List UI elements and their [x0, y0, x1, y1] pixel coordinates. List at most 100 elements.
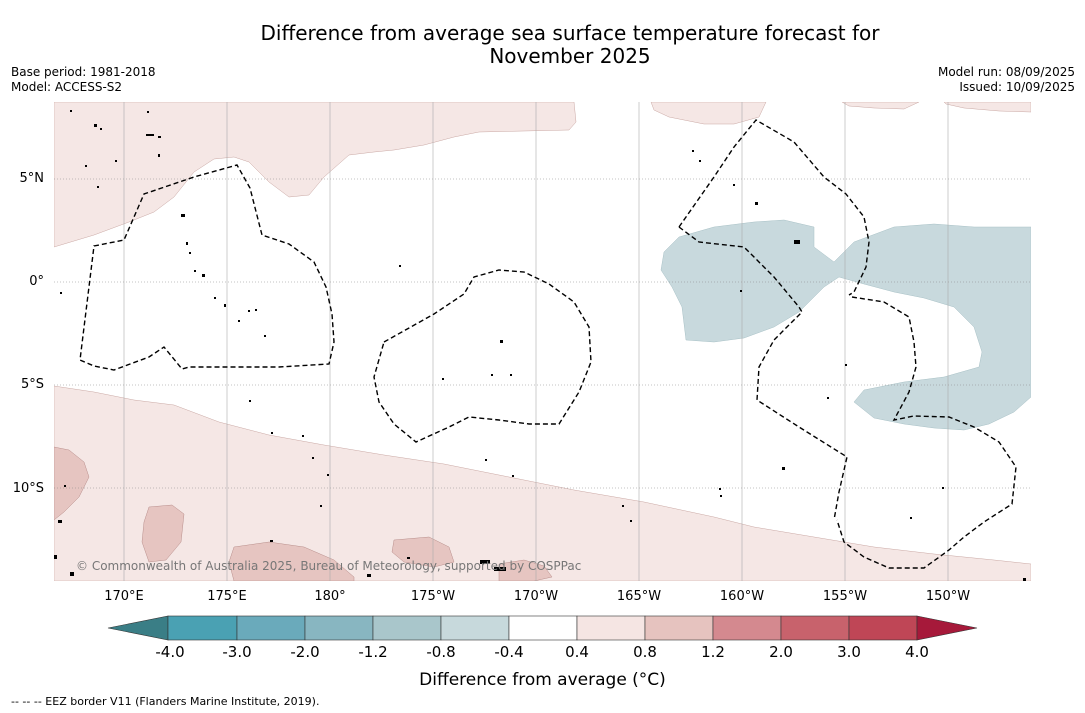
island — [186, 242, 188, 245]
island — [64, 485, 66, 487]
base-period: Base period: 1981-2018 — [11, 65, 156, 79]
island — [302, 435, 304, 437]
island — [60, 292, 62, 294]
warm-region-northeast-corner — [943, 102, 1031, 113]
colorbar-tick: 2.0 — [769, 643, 793, 661]
warm-anomaly-regions — [54, 102, 1031, 581]
island — [480, 560, 490, 564]
copyright-notice: © Commonwealth of Australia 2025, Bureau… — [76, 559, 582, 573]
lon-label-155w: 155°W — [822, 589, 868, 604]
meta-left: Base period: 1981-2018 Model: ACCESS-S2 — [11, 65, 156, 95]
warm-region-south — [54, 385, 1031, 581]
island — [181, 214, 185, 217]
lon-label-160w: 160°W — [719, 589, 765, 604]
lat-label-10s: 10°S — [12, 481, 44, 496]
colorbar-tick: -0.4 — [494, 643, 524, 661]
island — [146, 134, 154, 136]
island — [320, 505, 322, 507]
lat-label-5s: 5°S — [20, 377, 44, 392]
island — [622, 505, 624, 507]
eez-borders — [79, 119, 1017, 569]
colorbar-tick: 0.4 — [565, 643, 589, 661]
island — [248, 310, 250, 312]
moderate-warm-south-center — [228, 541, 355, 581]
island — [740, 290, 742, 292]
moderate-warm-south-east — [498, 559, 553, 581]
colorbar-lower-extension — [107, 615, 169, 641]
moderate-warm-west — [54, 446, 90, 521]
island — [238, 320, 240, 322]
colorbar-tick: 3.0 — [837, 643, 861, 661]
island — [214, 297, 216, 299]
model-run: Model run: 08/09/2025 — [937, 65, 1075, 79]
island — [845, 364, 847, 366]
title-line-2: November 2025 — [489, 44, 651, 68]
lon-label-170w: 170°W — [513, 589, 559, 604]
island — [755, 202, 758, 205]
island — [312, 457, 314, 459]
island — [720, 495, 722, 497]
island — [100, 128, 102, 130]
island — [54, 555, 57, 559]
island — [630, 520, 632, 522]
colorbar-segment — [304, 615, 374, 641]
eez-border-central-east — [678, 119, 870, 296]
colorbar-tick: -4.0 — [155, 643, 185, 661]
eez-border-west — [79, 164, 335, 371]
colorbar-tick: -1.2 — [358, 643, 388, 661]
colorbar-segment — [644, 615, 714, 641]
island — [158, 154, 160, 157]
island — [367, 574, 371, 577]
colorbar — [107, 615, 978, 641]
lon-label-175w: 175°W — [410, 589, 456, 604]
lon-label-150w: 150°W — [925, 589, 971, 604]
island — [270, 540, 273, 542]
colorbar-tick: 0.8 — [633, 643, 657, 661]
island — [58, 520, 62, 523]
island — [1023, 578, 1026, 581]
island — [719, 488, 721, 490]
island — [494, 567, 506, 571]
island — [194, 270, 196, 272]
island — [115, 160, 117, 162]
warm-region-northwest — [54, 102, 577, 248]
lat-label-0: 0° — [29, 274, 44, 289]
meta-right: Model run: 08/09/2025 Issued: 10/09/2025 — [938, 65, 1075, 95]
colorbar-tick: -3.0 — [222, 643, 252, 661]
chart-title: Difference from average sea surface temp… — [0, 22, 1085, 68]
island — [442, 378, 444, 380]
island — [327, 474, 329, 476]
lon-label-180: 180° — [314, 589, 346, 604]
colorbar-label: Difference from average (°C) — [419, 670, 666, 690]
islands — [54, 110, 1026, 581]
island — [510, 374, 512, 376]
cool-region-east — [660, 219, 1031, 431]
island — [500, 340, 503, 343]
eez-border-east-south — [836, 296, 1017, 569]
colorbar-tick: -0.8 — [426, 643, 456, 661]
colorbar-segment — [508, 615, 578, 641]
island — [249, 400, 251, 402]
latitude-gridlines — [54, 178, 1031, 489]
colorbar-upper-extension — [916, 615, 978, 641]
lon-label-175e: 175°E — [207, 589, 247, 604]
island — [699, 160, 701, 162]
island — [224, 304, 226, 307]
island — [70, 110, 72, 112]
island — [97, 186, 99, 188]
moderate-warm-southwest — [141, 504, 185, 563]
island — [942, 487, 944, 489]
colorbar-segment — [576, 615, 646, 641]
colorbar-segment — [712, 615, 782, 641]
colorbar-segment — [167, 615, 238, 641]
warm-region-north-east — [841, 102, 920, 110]
island — [794, 240, 800, 244]
eez-border-central — [373, 269, 592, 443]
island — [512, 475, 514, 477]
island — [782, 467, 785, 470]
lat-label-5n: 5°N — [19, 171, 45, 186]
colorbar-segment — [372, 615, 442, 641]
island — [910, 517, 912, 519]
colorbar-segment — [440, 615, 510, 641]
moderate-warm-regions — [54, 446, 553, 581]
